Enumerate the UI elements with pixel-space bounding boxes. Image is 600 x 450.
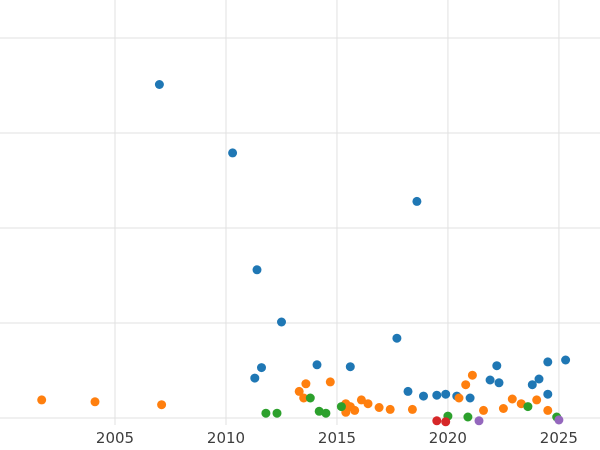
data-point-series-blue bbox=[412, 196, 422, 206]
data-point-series-green bbox=[321, 408, 331, 418]
data-point-series-blue bbox=[312, 360, 322, 370]
data-point-series-blue bbox=[561, 355, 571, 365]
data-point-series-purple bbox=[474, 416, 484, 426]
data-point-series-orange bbox=[374, 403, 384, 412]
data-point-series-orange bbox=[454, 393, 464, 403]
data-point-series-green bbox=[336, 402, 346, 412]
data-point-series-blue bbox=[154, 80, 164, 89]
data-point-series-orange bbox=[461, 380, 471, 390]
x-tick-label: 2015 bbox=[318, 429, 356, 447]
data-point-series-green bbox=[523, 402, 533, 412]
data-point-series-orange bbox=[385, 404, 395, 414]
data-point-series-blue bbox=[465, 393, 475, 403]
data-point-series-red bbox=[432, 416, 442, 426]
data-point-series-orange bbox=[363, 399, 373, 409]
data-point-series-blue bbox=[432, 390, 442, 400]
data-point-series-blue bbox=[277, 317, 286, 327]
x-tick-label: 2020 bbox=[429, 429, 467, 447]
data-point-series-orange bbox=[350, 405, 360, 415]
data-point-series-orange bbox=[157, 400, 167, 410]
data-point-series-purple bbox=[554, 415, 564, 425]
data-point-series-green bbox=[305, 393, 315, 403]
data-point-series-blue bbox=[345, 362, 355, 372]
data-point-series-blue bbox=[403, 386, 413, 396]
data-point-series-blue bbox=[494, 378, 504, 388]
data-point-series-orange bbox=[467, 370, 477, 380]
data-point-series-blue bbox=[441, 389, 451, 399]
x-axis-labels-group: 2005 2010 2015 2020 2025 bbox=[96, 429, 578, 447]
data-point-series-blue bbox=[534, 374, 544, 384]
data-point-series-blue bbox=[492, 361, 502, 371]
data-point-series-orange bbox=[37, 395, 47, 405]
data-point-series-blue bbox=[250, 373, 260, 383]
data-point-series-orange bbox=[90, 397, 100, 407]
x-tick-label: 2005 bbox=[96, 429, 134, 447]
data-point-series-blue bbox=[392, 333, 402, 343]
data-point-series-green bbox=[463, 412, 473, 422]
data-point-series-orange bbox=[543, 405, 553, 415]
x-tick-label: 2025 bbox=[540, 429, 578, 447]
data-point-series-orange bbox=[407, 404, 417, 414]
data-point-series-blue bbox=[419, 391, 428, 401]
data-point-series-blue bbox=[252, 265, 262, 275]
data-point-series-orange bbox=[325, 377, 335, 387]
data-point-series-orange bbox=[294, 386, 304, 396]
x-tick-label: 2010 bbox=[207, 429, 245, 447]
data-point-series-blue bbox=[527, 380, 537, 390]
data-point-series-blue bbox=[257, 363, 266, 373]
data-point-series-blue bbox=[543, 357, 553, 367]
data-point-series-orange bbox=[299, 393, 309, 403]
points-group bbox=[37, 80, 571, 427]
gridlines-group bbox=[0, 0, 600, 425]
data-point-series-red bbox=[441, 417, 451, 427]
data-point-series-green bbox=[261, 408, 271, 418]
data-point-series-orange bbox=[532, 395, 542, 405]
data-point-series-blue bbox=[543, 389, 553, 399]
data-point-series-green bbox=[272, 408, 282, 418]
data-point-series-blue bbox=[485, 375, 495, 385]
data-point-series-orange bbox=[498, 404, 508, 413]
data-point-series-orange bbox=[356, 395, 366, 405]
data-point-series-blue bbox=[228, 148, 238, 158]
data-point-series-orange bbox=[507, 394, 517, 404]
data-point-series-orange bbox=[301, 379, 311, 389]
data-point-series-orange bbox=[479, 405, 488, 415]
